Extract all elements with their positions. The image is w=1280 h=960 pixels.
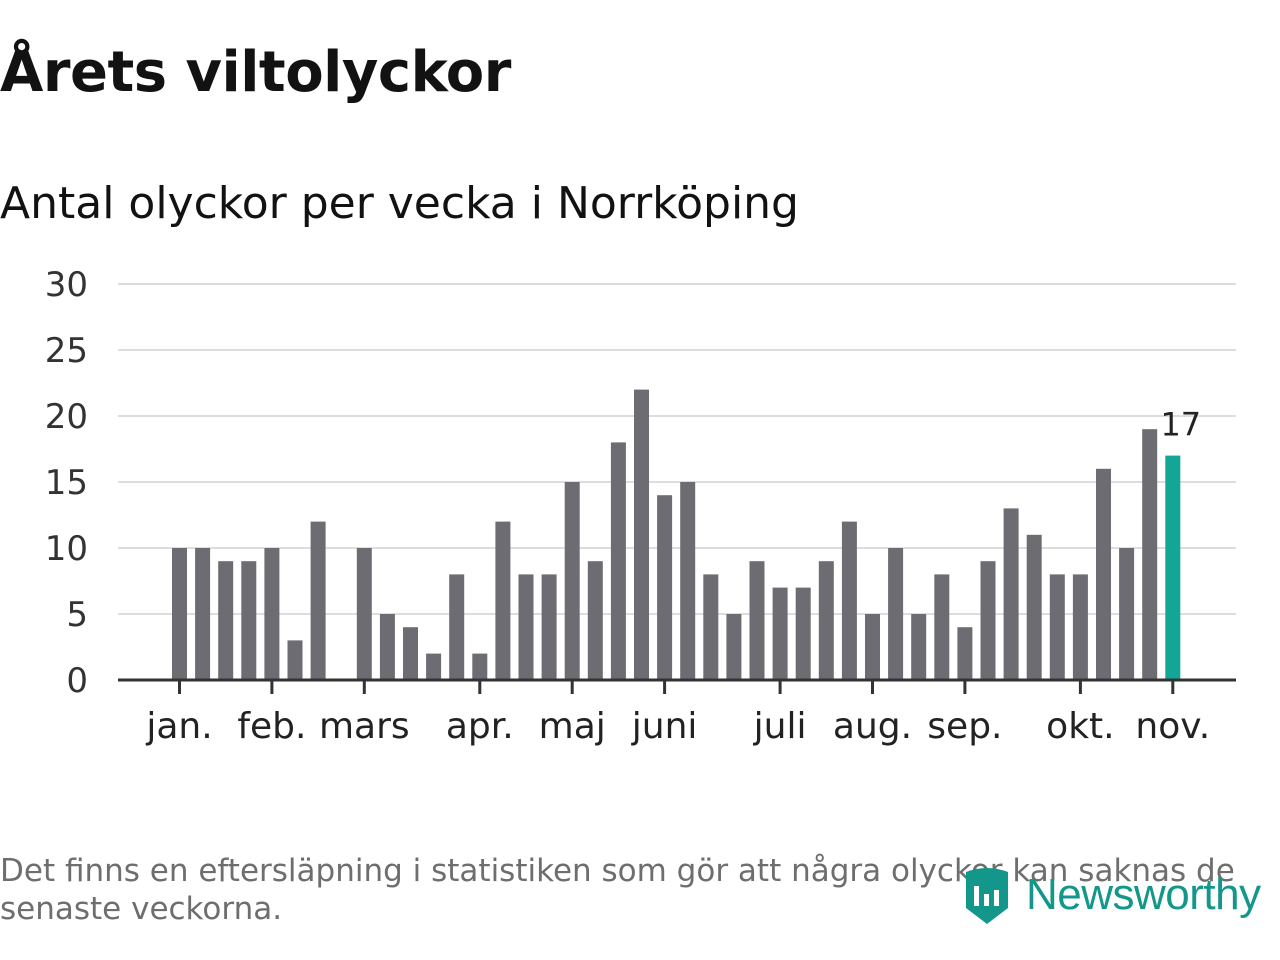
- y-tick-label: 10: [45, 529, 88, 569]
- labels: 0 5 10 15 20 25 30 17 jan. feb. mars apr. maj juni jul…: [45, 265, 1210, 747]
- bar: [241, 561, 257, 680]
- bar: [356, 548, 372, 680]
- chart-subtitle: Antal olyckor per vecka i Norrköping: [0, 178, 799, 229]
- bar: [795, 587, 811, 680]
- x-tick-label: jan.: [145, 706, 212, 747]
- x-tick-label: nov.: [1135, 706, 1210, 747]
- bar: [911, 614, 927, 680]
- bar: [218, 561, 234, 680]
- bar: [541, 574, 557, 680]
- bar: [449, 574, 465, 680]
- data-label: 17: [1160, 406, 1201, 444]
- x-tick-label: maj: [539, 706, 606, 747]
- bar: [610, 442, 626, 680]
- bar: [772, 587, 788, 680]
- bar: [1119, 548, 1135, 680]
- bars: [172, 389, 1181, 680]
- bar: [934, 574, 950, 680]
- x-tick-label: mars: [319, 706, 410, 747]
- bar: [564, 482, 580, 680]
- bar: [657, 495, 673, 680]
- brand-name: Newsworthy: [1026, 870, 1261, 919]
- bar: [1142, 429, 1158, 680]
- bar-highlight: [1165, 455, 1181, 680]
- bar: [749, 561, 765, 680]
- bar: [1049, 574, 1065, 680]
- bar: [703, 574, 719, 680]
- bar: [172, 548, 187, 680]
- bar: [1003, 508, 1019, 680]
- bar: [379, 614, 395, 680]
- bar: [957, 627, 973, 680]
- bar: [310, 521, 326, 680]
- bar: [888, 548, 904, 680]
- bar: [680, 482, 696, 680]
- bar: [865, 614, 880, 680]
- y-tick-label: 20: [45, 397, 88, 437]
- bar: [426, 653, 442, 680]
- x-tick-label: okt.: [1046, 706, 1114, 747]
- x-axis: [118, 678, 1236, 694]
- bar: [287, 640, 303, 680]
- newsworthy-logo-icon: [966, 868, 1008, 924]
- bar: [841, 521, 857, 680]
- bar: [980, 561, 996, 680]
- chart-title: Årets viltolyckor: [0, 40, 511, 105]
- bar: [495, 521, 511, 680]
- y-tick-label: 30: [45, 265, 88, 305]
- bar: [403, 627, 418, 680]
- bar: [264, 548, 280, 680]
- x-tick-label: juli: [753, 706, 807, 747]
- bar: [1096, 468, 1111, 680]
- bar: [472, 653, 488, 680]
- footnote: Det finns en eftersläpning i statistiken…: [0, 853, 1235, 927]
- y-tick-label: 25: [45, 331, 88, 371]
- brand-logo: Newsworthy: [962, 860, 1261, 930]
- gridlines: [118, 283, 1236, 615]
- bar: [587, 561, 603, 680]
- y-tick-label: 5: [66, 595, 88, 635]
- x-tick-label: juni: [631, 706, 698, 747]
- bar: [634, 389, 649, 680]
- x-tick-label: apr.: [446, 706, 514, 747]
- y-tick-label: 15: [45, 463, 88, 503]
- bar: [1026, 534, 1042, 680]
- x-tick-label: aug.: [833, 706, 912, 747]
- bar: [818, 561, 834, 680]
- y-tick-label: 0: [66, 661, 88, 701]
- bar: [1072, 574, 1088, 680]
- bar: [195, 548, 211, 680]
- bar: [518, 574, 534, 680]
- x-tick-label: feb.: [237, 706, 306, 747]
- x-tick-label: sep.: [927, 706, 1002, 747]
- bar: [726, 614, 742, 680]
